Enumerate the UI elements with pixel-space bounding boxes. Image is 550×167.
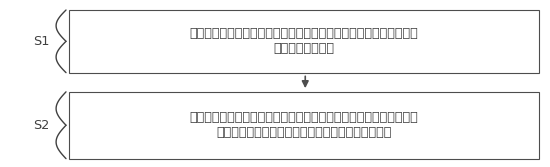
Text: 离信息，根据闸门启闭距离信息对闸门故障进行排查: 离信息，根据闸门启闭距离信息对闸门故障进行排查 — [216, 126, 392, 139]
FancyBboxPatch shape — [69, 10, 539, 73]
Text: S1: S1 — [33, 35, 50, 48]
Text: 激光测距传感器通过相位法对闸板启闭距离进行激光测距，得到闸门: 激光测距传感器通过相位法对闸板启闭距离进行激光测距，得到闸门 — [190, 27, 418, 40]
FancyBboxPatch shape — [69, 92, 539, 159]
Text: 启闭实时测量距离: 启闭实时测量距离 — [273, 42, 334, 55]
Text: 通过多角度融合法测量闸门启闭距离，得到智能融合后的闸门启闭距: 通过多角度融合法测量闸门启闭距离，得到智能融合后的闸门启闭距 — [190, 111, 418, 124]
Text: S2: S2 — [33, 119, 50, 132]
